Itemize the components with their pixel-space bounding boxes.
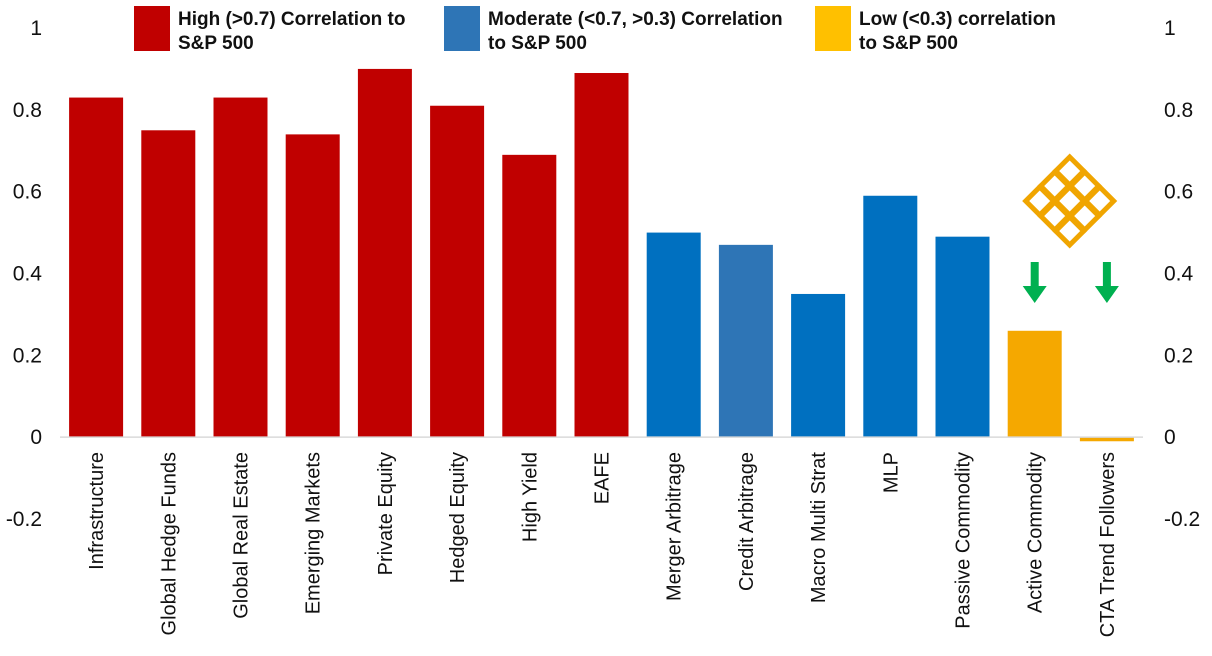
y-tick-left: 0 [30,426,42,449]
y-tick-left: 0.6 [13,181,42,204]
bar-infrastructure [69,97,124,438]
category-label: Global Real Estate [231,452,253,619]
category-label: Passive Commodity [953,452,975,629]
category-label: CTA Trend Followers [1097,452,1119,637]
y-axis-left: 1 0.8 0.6 0.4 0.2 0 -0.2 [6,17,42,531]
bar-cta-trend-followers [1079,437,1134,442]
bar-high-yield [502,154,557,438]
bar-passive-commodity [935,236,990,438]
legend-label: S&P 500 [178,33,254,54]
legend-swatch [134,6,170,51]
y-tick-left: 1 [30,17,42,40]
category-label: Private Equity [375,452,397,575]
category-label: Global Hedge Funds [158,452,180,635]
legend-label: Moderate (<0.7, >0.3) Correlation [488,9,783,30]
category-labels: Infrastructure Global Hedge Funds Global R… [86,452,1119,638]
y-tick-left: -0.2 [6,508,42,531]
bar-global-hedge-funds [141,130,196,438]
bar-hedged-equity [430,105,485,438]
category-label: MLP [880,452,902,493]
legend-swatch [815,6,851,51]
bar-credit-arbitrage [718,244,773,438]
legend-label: to S&P 500 [488,33,587,54]
bar-emerging-markets [285,134,340,438]
chart-legend: High (>0.7) Correlation to S&P 500 Moderat… [134,6,1056,54]
y-tick-left: 0.8 [13,99,42,122]
legend-swatch [444,6,480,51]
category-label: EAFE [592,452,614,504]
legend-label: Low (<0.3) correlation [859,9,1056,30]
category-label: Merger Arbitrage [664,452,686,601]
category-label: Macro Multi Strat [808,452,830,604]
category-label: High Yield [519,452,541,542]
category-label: Emerging Markets [303,452,325,614]
y-tick-right: 0.6 [1164,181,1193,204]
y-tick-left: 0.4 [13,263,43,286]
bar-merger-arbitrage [646,232,701,438]
category-label: Infrastructure [86,452,108,570]
y-tick-right: 0.8 [1164,99,1193,122]
category-label: Active Commodity [1025,452,1047,613]
legend-label: High (>0.7) Correlation to [178,9,406,30]
y-tick-right: -0.2 [1164,508,1200,531]
bar-global-real-estate [213,97,268,438]
y-axis-right: 1 0.8 0.6 0.4 0.2 0 -0.2 [1164,17,1200,531]
bar-active-commodity [1007,330,1062,438]
category-label: Credit Arbitrage [736,452,758,591]
y-tick-right: 0 [1164,426,1176,449]
y-tick-left: 0.2 [13,344,42,367]
bar-eafe [574,73,629,438]
bar-mlp [863,195,918,438]
down-arrow-icon [1022,262,1047,303]
y-tick-right: 1 [1164,17,1176,40]
annotations [1022,153,1119,303]
category-label: Hedged Equity [447,452,469,583]
bar-private-equity [357,68,412,438]
y-tick-right: 0.2 [1164,344,1193,367]
endless-knot-icon [1022,153,1118,249]
down-arrow-icon [1094,262,1119,303]
bar-macro-multi-strat [791,293,846,438]
legend-label: to S&P 500 [859,33,958,54]
y-tick-right: 0.4 [1164,263,1194,286]
bars [69,68,1134,442]
